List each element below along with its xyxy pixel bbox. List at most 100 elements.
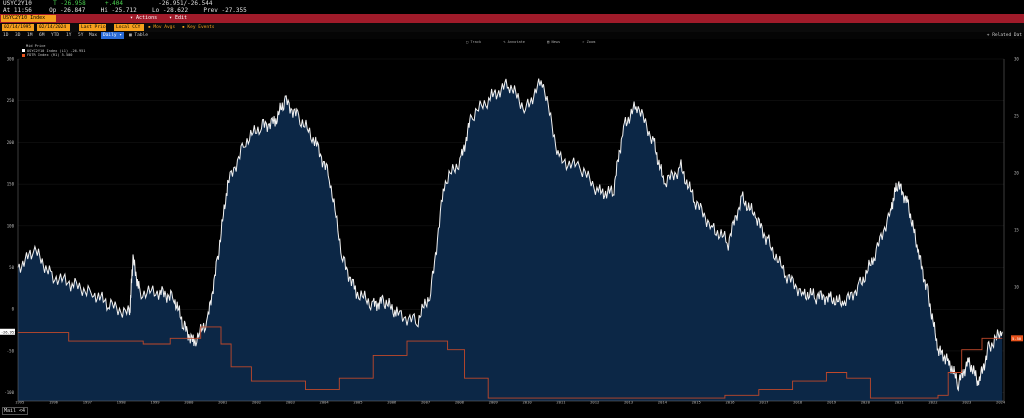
command-line[interactable]: Mail <4: [2, 407, 28, 415]
x-tick-label: 1996: [49, 400, 59, 405]
range-1y[interactable]: 1Y: [66, 33, 72, 38]
mov-avgs-checkbox-icon: ▪: [148, 25, 154, 30]
security-field[interactable]: USYC2Y10 Index: [1, 15, 56, 22]
left-tick-label: 50: [9, 265, 14, 270]
range-6m[interactable]: 6M: [39, 33, 45, 38]
zoom-tool[interactable]: ⌕ Zoom: [582, 40, 596, 44]
currency-selector[interactable]: Local CCY: [114, 24, 144, 31]
left-tick-label: 300: [7, 57, 15, 62]
x-tick-label: 2024: [996, 400, 1006, 405]
fed-funds-line: [18, 326, 1003, 399]
at-label: At: [3, 7, 11, 14]
chart-area[interactable]: 300 250 200 150 100 50 0 -50 -100 30 25 20 15 10 199…: [0, 39, 1024, 405]
legend-name: USYC2Y10 Index: [27, 48, 58, 53]
bid-ask-range: -26.951/-26.544: [158, 0, 213, 7]
right-tick-label: 15: [1014, 228, 1019, 233]
related-data-label: Related Dat: [992, 33, 1022, 38]
x-tick-label: 2010: [522, 400, 532, 405]
end-date-field[interactable]: 02/14/2024: [37, 24, 70, 31]
key-events-label: Key Events: [187, 25, 215, 30]
x-tick-label: 2007: [421, 400, 430, 405]
mov-avgs-toggle[interactable]: ▪ Mov Avgs: [148, 24, 175, 31]
legend-entry-fdtr: FDTR Index (R1) 5.500: [22, 53, 85, 58]
x-tick-label: 2012: [590, 400, 599, 405]
low-value: -28.622: [162, 7, 189, 14]
price-change: +.404: [104, 0, 124, 7]
x-tick-label: 2003: [286, 400, 295, 405]
x-tick-label: 2023: [962, 400, 971, 405]
quote-row-1: USYC2Y10 T -26.958 +.404 -26.951/-26.544: [3, 0, 212, 7]
edit-label: Edit: [175, 15, 188, 21]
left-tick-label: 250: [7, 98, 15, 103]
x-tick-label: 2014: [658, 400, 668, 405]
period-selector[interactable]: Daily ▾: [101, 32, 124, 39]
actions-label: Actions: [136, 15, 158, 21]
last-value-markers: -26.951 5.50: [0, 328, 1023, 342]
prev-label: Prev: [203, 7, 218, 14]
right-tick-label: 20: [1014, 171, 1019, 176]
field-selector[interactable]: Last Price: [79, 24, 106, 31]
legend-name: FDTR Index: [27, 53, 49, 58]
range-5y[interactable]: 5Y: [78, 33, 84, 38]
range-ytd[interactable]: YTD: [51, 33, 60, 38]
yield-curve-line: [17, 78, 1003, 392]
edit-menu[interactable]: ▾ Edit: [166, 15, 190, 22]
high-label: Hi: [100, 7, 108, 14]
legend-title: Mid Price: [26, 44, 46, 48]
table-icon: ▦: [129, 33, 135, 38]
track-tool[interactable]: □ Track: [466, 40, 482, 44]
prev-value: -27.355: [221, 7, 247, 14]
open-value: -26.847: [60, 7, 86, 14]
period-chevron-icon: ▾: [119, 33, 122, 38]
x-tick-label: 2021: [895, 400, 905, 405]
table-toggle[interactable]: ▦ Table: [129, 32, 148, 39]
legend-swatch-white: [22, 49, 25, 53]
legend-entry-usyc2y10: USYC2Y10 Index (L1) -26.951: [22, 49, 85, 54]
left-axis: 300 250 200 150 100 50 0 -50 -100: [4, 57, 19, 401]
actions-bar: USYC2Y10 Index ▾ Actions ▾ Edit: [0, 14, 1024, 23]
yield-curve-area: [18, 78, 1003, 401]
legend-value: (R1) 5.500: [50, 53, 73, 58]
related-data-link[interactable]: + Related Dat: [987, 32, 1022, 39]
range-3d[interactable]: 3D: [15, 33, 21, 38]
x-tick-label: 2004: [320, 400, 330, 405]
x-tick-label: 2022: [928, 400, 937, 405]
x-tick-label: 2016: [725, 400, 735, 405]
edit-chevron-icon: ▾: [169, 15, 176, 21]
range-1d[interactable]: 1D: [3, 33, 9, 38]
x-tick-label: 2017: [759, 400, 768, 405]
annotate-label: Annotate: [507, 40, 525, 44]
annotate-tool[interactable]: ✎ Annotate: [503, 40, 525, 44]
parameter-bar: 02/14/1995 02/14/2024 Last Price Local C…: [0, 23, 1024, 32]
x-tick-label: 2001: [218, 400, 228, 405]
last-price: -26.958: [60, 0, 86, 7]
related-plus-icon: +: [986, 33, 993, 38]
right-tick-label: 25: [1014, 114, 1019, 119]
range-1m[interactable]: 1M: [27, 33, 33, 38]
x-tick-label: 2002: [252, 400, 261, 405]
left-tick-label: -100: [4, 390, 14, 395]
quote-row-2: At 11:56 Op -26.847 Hi -25.712 Lo -28.62…: [3, 7, 247, 14]
ticker-symbol: USYC2Y10: [3, 0, 32, 7]
range-max[interactable]: Max: [89, 33, 98, 38]
left-tick-label: 150: [7, 182, 15, 187]
x-tick-label: 1995: [15, 400, 24, 405]
x-tick-label: 2006: [387, 400, 397, 405]
x-tick-label: 1999: [150, 400, 160, 405]
quote-header: USYC2Y10 T -26.958 +.404 -26.951/-26.544…: [0, 0, 1024, 14]
right-tick-label: 10: [1014, 285, 1019, 290]
chart-legend: Mid Price USYC2Y10 Index (L1) -26.951 FD…: [22, 44, 85, 58]
chart-toolbar: □ Track ✎ Annotate ▤ News ⌕ Zoom: [466, 40, 615, 44]
actions-menu[interactable]: ▾ Actions: [127, 15, 160, 22]
start-date-field[interactable]: 02/14/1995: [2, 24, 34, 31]
right-last-value-box: [1011, 335, 1023, 342]
x-tick-label: 2005: [353, 400, 362, 405]
news-tool[interactable]: ▤ News: [547, 40, 561, 44]
key-events-checkbox-icon: ▪: [182, 25, 188, 30]
x-tick-label: 2000: [184, 400, 194, 405]
key-events-toggle[interactable]: ▪ Key Events: [182, 24, 215, 31]
left-tick-label: 0: [12, 307, 15, 312]
low-label: Lo: [151, 7, 160, 14]
x-tick-label: 1998: [117, 400, 127, 405]
